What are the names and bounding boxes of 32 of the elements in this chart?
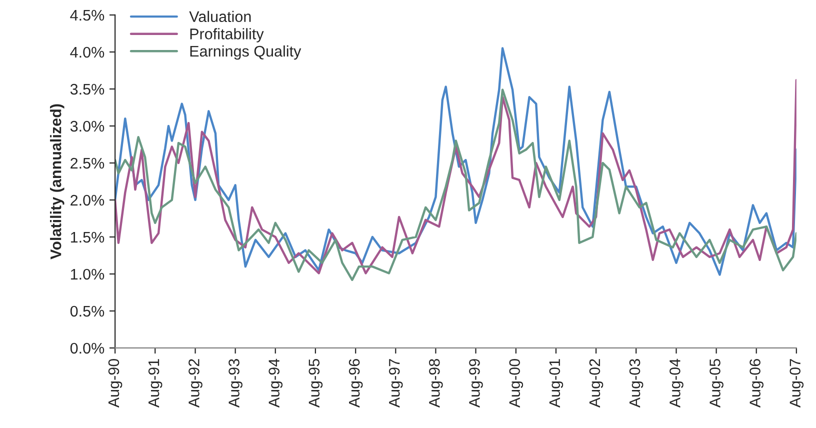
x-tick-label: Aug-03 [629,359,644,408]
x-tick-label: Aug-98 [428,359,443,408]
x-tick-label: Aug-93 [228,359,242,408]
legend-label: Earnings Quality [190,45,302,60]
x-tick-label: Aug-06 [750,359,764,408]
y-tick-label: 0.5% [70,306,104,317]
x-tick-label: Aug-05 [710,359,724,408]
x-tick-label: Aug-04 [670,358,684,408]
x-tick-label: Aug-92 [188,359,202,408]
y-tick-label: 3.0% [70,120,104,132]
y-tick-label: 1.5% [70,232,104,243]
x-tick-label: Aug-07 [790,359,804,408]
x-tick-label: Aug-94 [268,358,283,408]
x-tick-label: Aug-90 [108,358,122,408]
x-tick-label: Aug-96 [348,359,363,408]
y-tick-label: 4.0% [70,46,104,58]
y-tick-label: 4.5% [70,10,104,21]
y-tick-label: 0.0% [70,342,104,354]
y-axis-title: Volatility (annualized) [50,104,64,260]
y-tick-label: 3.5% [70,84,104,95]
x-tick-label: Aug-97 [388,359,403,408]
x-tick-label: Aug-00 [509,358,524,408]
y-tick-label: 2.0% [70,194,104,206]
x-tick-label: Aug-91 [148,359,162,408]
legend-label: Profitability [190,28,264,42]
x-tick-label: Aug-01 [549,359,564,408]
y-tick-label: 1.0% [70,268,104,280]
y-tick-label: 2.5% [70,158,104,169]
x-tick-label: Aug-95 [308,359,323,408]
x-tick-label: Aug-02 [589,359,604,408]
legend-label: Valuation [189,10,251,22]
x-tick-label: Aug-99 [469,359,483,408]
